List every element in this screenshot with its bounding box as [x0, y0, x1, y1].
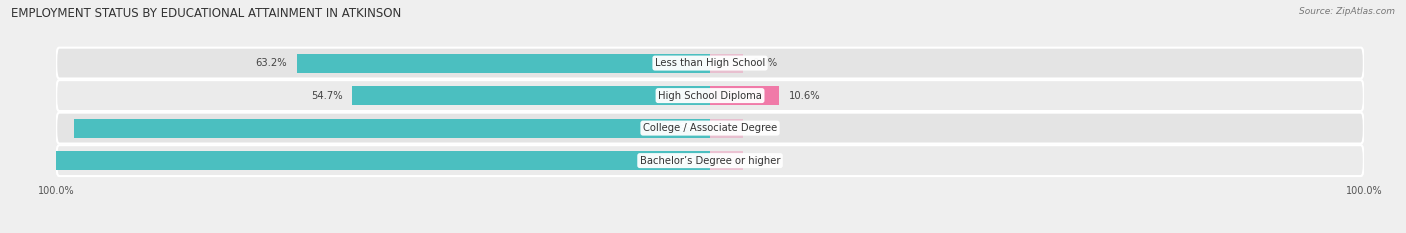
Text: 0.0%: 0.0% [752, 156, 778, 166]
Bar [710, 151, 742, 170]
Bar [710, 54, 742, 72]
Text: High School Diploma: High School Diploma [658, 91, 762, 101]
Bar [56, 151, 710, 170]
Text: 100.0%: 100.0% [655, 156, 697, 166]
Text: 54.7%: 54.7% [311, 91, 343, 101]
Text: Less than High School: Less than High School [655, 58, 765, 68]
FancyBboxPatch shape [56, 80, 1364, 111]
FancyBboxPatch shape [56, 113, 1364, 144]
Text: 0.0%: 0.0% [752, 58, 778, 68]
FancyBboxPatch shape [56, 48, 1364, 79]
Bar [710, 119, 742, 137]
Text: 0.0%: 0.0% [752, 123, 778, 133]
Text: Source: ZipAtlas.com: Source: ZipAtlas.com [1299, 7, 1395, 16]
Text: EMPLOYMENT STATUS BY EDUCATIONAL ATTAINMENT IN ATKINSON: EMPLOYMENT STATUS BY EDUCATIONAL ATTAINM… [11, 7, 402, 20]
Bar [75, 119, 710, 137]
Bar [353, 86, 710, 105]
Text: Bachelor’s Degree or higher: Bachelor’s Degree or higher [640, 156, 780, 166]
Text: 10.6%: 10.6% [789, 91, 821, 101]
FancyBboxPatch shape [56, 145, 1364, 176]
Bar [297, 54, 710, 72]
Text: College / Associate Degree: College / Associate Degree [643, 123, 778, 133]
Text: 97.3%: 97.3% [662, 123, 697, 133]
Bar [710, 86, 779, 105]
Text: 63.2%: 63.2% [256, 58, 287, 68]
